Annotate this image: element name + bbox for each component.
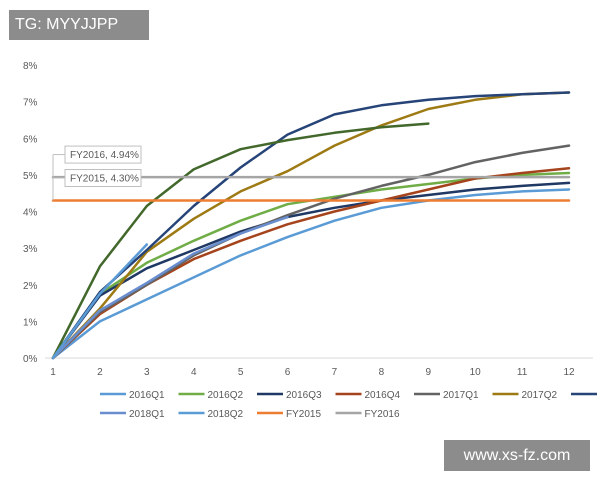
y-tick-label: 8%: [23, 61, 38, 72]
series-line-2017q1: [51, 144, 571, 360]
legend-label: 2018Q1: [129, 409, 165, 420]
x-tick-label: 10: [470, 367, 482, 378]
watermark-bottom: www.xs-fz.com: [444, 440, 590, 471]
legend-item: FY2016: [335, 409, 400, 420]
y-tick-label: 0%: [23, 354, 38, 365]
y-tick-label: 4%: [23, 208, 38, 219]
series-line-2016q1: [51, 188, 571, 360]
legend-item: FY2015: [257, 409, 321, 420]
x-tick-label: 7: [332, 367, 338, 378]
legend-label: 2016Q1: [129, 390, 165, 401]
y-tick-label: 2%: [23, 281, 38, 292]
y-tick-label: 7%: [23, 98, 38, 109]
legend-label: 2016Q3: [286, 390, 322, 401]
legend-item: 2017Q1: [414, 390, 479, 401]
series-line-2017q2: [51, 91, 571, 360]
x-tick-label: 1: [50, 367, 56, 378]
axis-layer: 0%1%2%3%4%5%6%7%8%1 2 3 4 5 6 7 8 9 10 11 12: [23, 61, 593, 378]
y-tick-label: 5%: [23, 171, 38, 182]
legend-item: 2018Q2: [178, 409, 244, 420]
x-tick-label: 12: [563, 367, 575, 378]
annotation-layer: FY2016, 4.94% FY2015, 4.30%: [52, 145, 142, 201]
watermark-top: TG: MYYJJPP: [9, 10, 149, 40]
legend-item: 2016Q4: [335, 390, 401, 401]
legend-item: 2017Q2: [492, 390, 558, 401]
legend-label: FY2015: [286, 409, 321, 420]
callout-label: FY2015, 4.30%: [70, 174, 139, 185]
legend-item: 2016Q2: [178, 390, 244, 401]
callout-label: FY2016, 4.94%: [70, 150, 139, 161]
legend-label: 2016Q2: [208, 390, 244, 401]
series-line-2017q3: [51, 91, 571, 360]
legend-label: 2017Q2: [522, 390, 558, 401]
x-tick-label: 8: [379, 367, 385, 378]
callout-box: [64, 145, 142, 164]
series-line-2017q4: [51, 122, 430, 360]
legend-label: 2018Q2: [208, 409, 244, 420]
x-tick-label: 3: [144, 367, 150, 378]
x-tick-label: 5: [238, 367, 244, 378]
legend-label: FY2016: [365, 409, 400, 420]
x-tick-label: 9: [425, 367, 431, 378]
legend-item: 2018Q1: [100, 409, 165, 420]
annotation-callout: FY2016, 4.94%: [52, 145, 142, 178]
series-line-2016q3: [51, 181, 571, 360]
series-line-2018q2: [51, 243, 149, 360]
callout-box: [64, 169, 142, 188]
series-line-2018q1: [51, 215, 289, 360]
annotation-callout: FY2015, 4.30%: [52, 169, 142, 201]
legend: 2016Q1 2016Q2 2016Q3 2016Q4 2017Q1 2017Q2 2017…: [100, 390, 597, 420]
x-tick-label: 11: [517, 367, 528, 378]
x-tick-label: 6: [285, 367, 291, 378]
x-tick-label: 4: [191, 367, 197, 378]
legend-item: 2016Q1: [100, 390, 165, 401]
legend-label: 2017Q1: [443, 390, 479, 401]
legend-item: 2016Q3: [257, 390, 322, 401]
legend-label: 2016Q4: [365, 390, 401, 401]
series-layer: [51, 91, 571, 360]
y-tick-label: 6%: [23, 134, 38, 145]
y-tick-label: 3%: [23, 244, 38, 255]
x-tick-label: 2: [97, 367, 103, 378]
legend-item: 2017Q3: [571, 392, 597, 396]
y-tick-label: 1%: [23, 317, 38, 328]
